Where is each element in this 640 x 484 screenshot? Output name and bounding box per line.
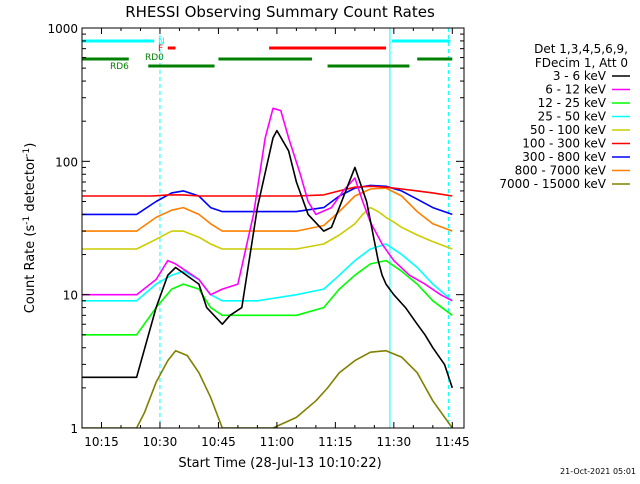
series-line-6-12-kev	[82, 107, 453, 302]
x-tick-label-6: 11:45	[435, 435, 470, 449]
y-axis-label-sup-2: -1	[22, 148, 32, 157]
legend-label-0: 3 - 6 keV	[553, 69, 607, 83]
legend-header-line-1: Det 1,3,4,5,6,9,	[534, 42, 628, 56]
annotation-label-night: RD6	[110, 62, 129, 72]
y-axis-label-main: Count Rate (s	[23, 225, 38, 314]
x-axis-label: Start Time (28-Jul-13 10:10:22)	[178, 456, 381, 471]
x-tick-label-5: 11:30	[377, 435, 412, 449]
legend-label-2: 12 - 25 keV	[538, 96, 607, 110]
x-tick-label-4: 11:15	[318, 435, 353, 449]
legend-label-6: 300 - 800 keV	[522, 150, 606, 164]
series-line-800-7000-kev	[82, 187, 453, 232]
legend-label-5: 100 - 300 keV	[522, 137, 606, 151]
legend-label-3: 25 - 50 keV	[538, 110, 607, 124]
legend-label-7: 800 - 7000 keV	[515, 164, 607, 178]
series-line-25-50-kev	[82, 243, 453, 302]
series-line-100-300-kev	[82, 185, 453, 197]
y-axis-label-end: )	[23, 143, 38, 148]
x-tick-label-0: 10:15	[84, 435, 119, 449]
annotation-label-flare: F	[158, 44, 163, 54]
x-tick-label-2: 10:45	[201, 435, 236, 449]
series-line-12-25-kev	[82, 259, 453, 336]
x-tick-label-3: 11:00	[260, 435, 295, 449]
y-axis-label: Count Rate (s-1 detector-1)	[22, 143, 38, 314]
series-line-50-100-kev	[82, 206, 453, 250]
legend-label-8: 7000 - 15000 keV	[499, 177, 606, 191]
legend-header-line-2: FDecim 1, Att 0	[535, 56, 628, 70]
legend-label-1: 6 - 12 keV	[545, 83, 607, 97]
series-line-3-6-kev	[82, 129, 454, 389]
axis-layer: 10:15 10:30 10:45 11:00 11:15 11:30 11:45 1 10 10…	[47, 22, 469, 449]
series-line-7000-15000-kev	[82, 349, 453, 428]
chart-title: RHESSI Observing Summary Count Rates	[125, 3, 435, 21]
timestamp: 21-Oct-2021 05:01	[560, 467, 636, 476]
annotation-label-saa: N	[158, 37, 165, 47]
x-tick-label-1: 10:30	[143, 435, 178, 449]
y-tick-label-2: 100	[55, 155, 78, 169]
legend-label-4: 50 - 100 keV	[530, 123, 607, 137]
annotation-label-saa-extra: RD0	[145, 53, 164, 63]
y-tick-label-3: 1000	[47, 22, 78, 36]
y-tick-label-0: 1	[70, 422, 78, 436]
series-line-300-800-kev	[82, 184, 453, 216]
plot-frame	[81, 27, 465, 429]
y-axis-label-sup-1: -1	[22, 216, 32, 225]
y-tick-label-1: 10	[63, 289, 78, 303]
y-axis-label-mid: detector	[23, 156, 38, 216]
